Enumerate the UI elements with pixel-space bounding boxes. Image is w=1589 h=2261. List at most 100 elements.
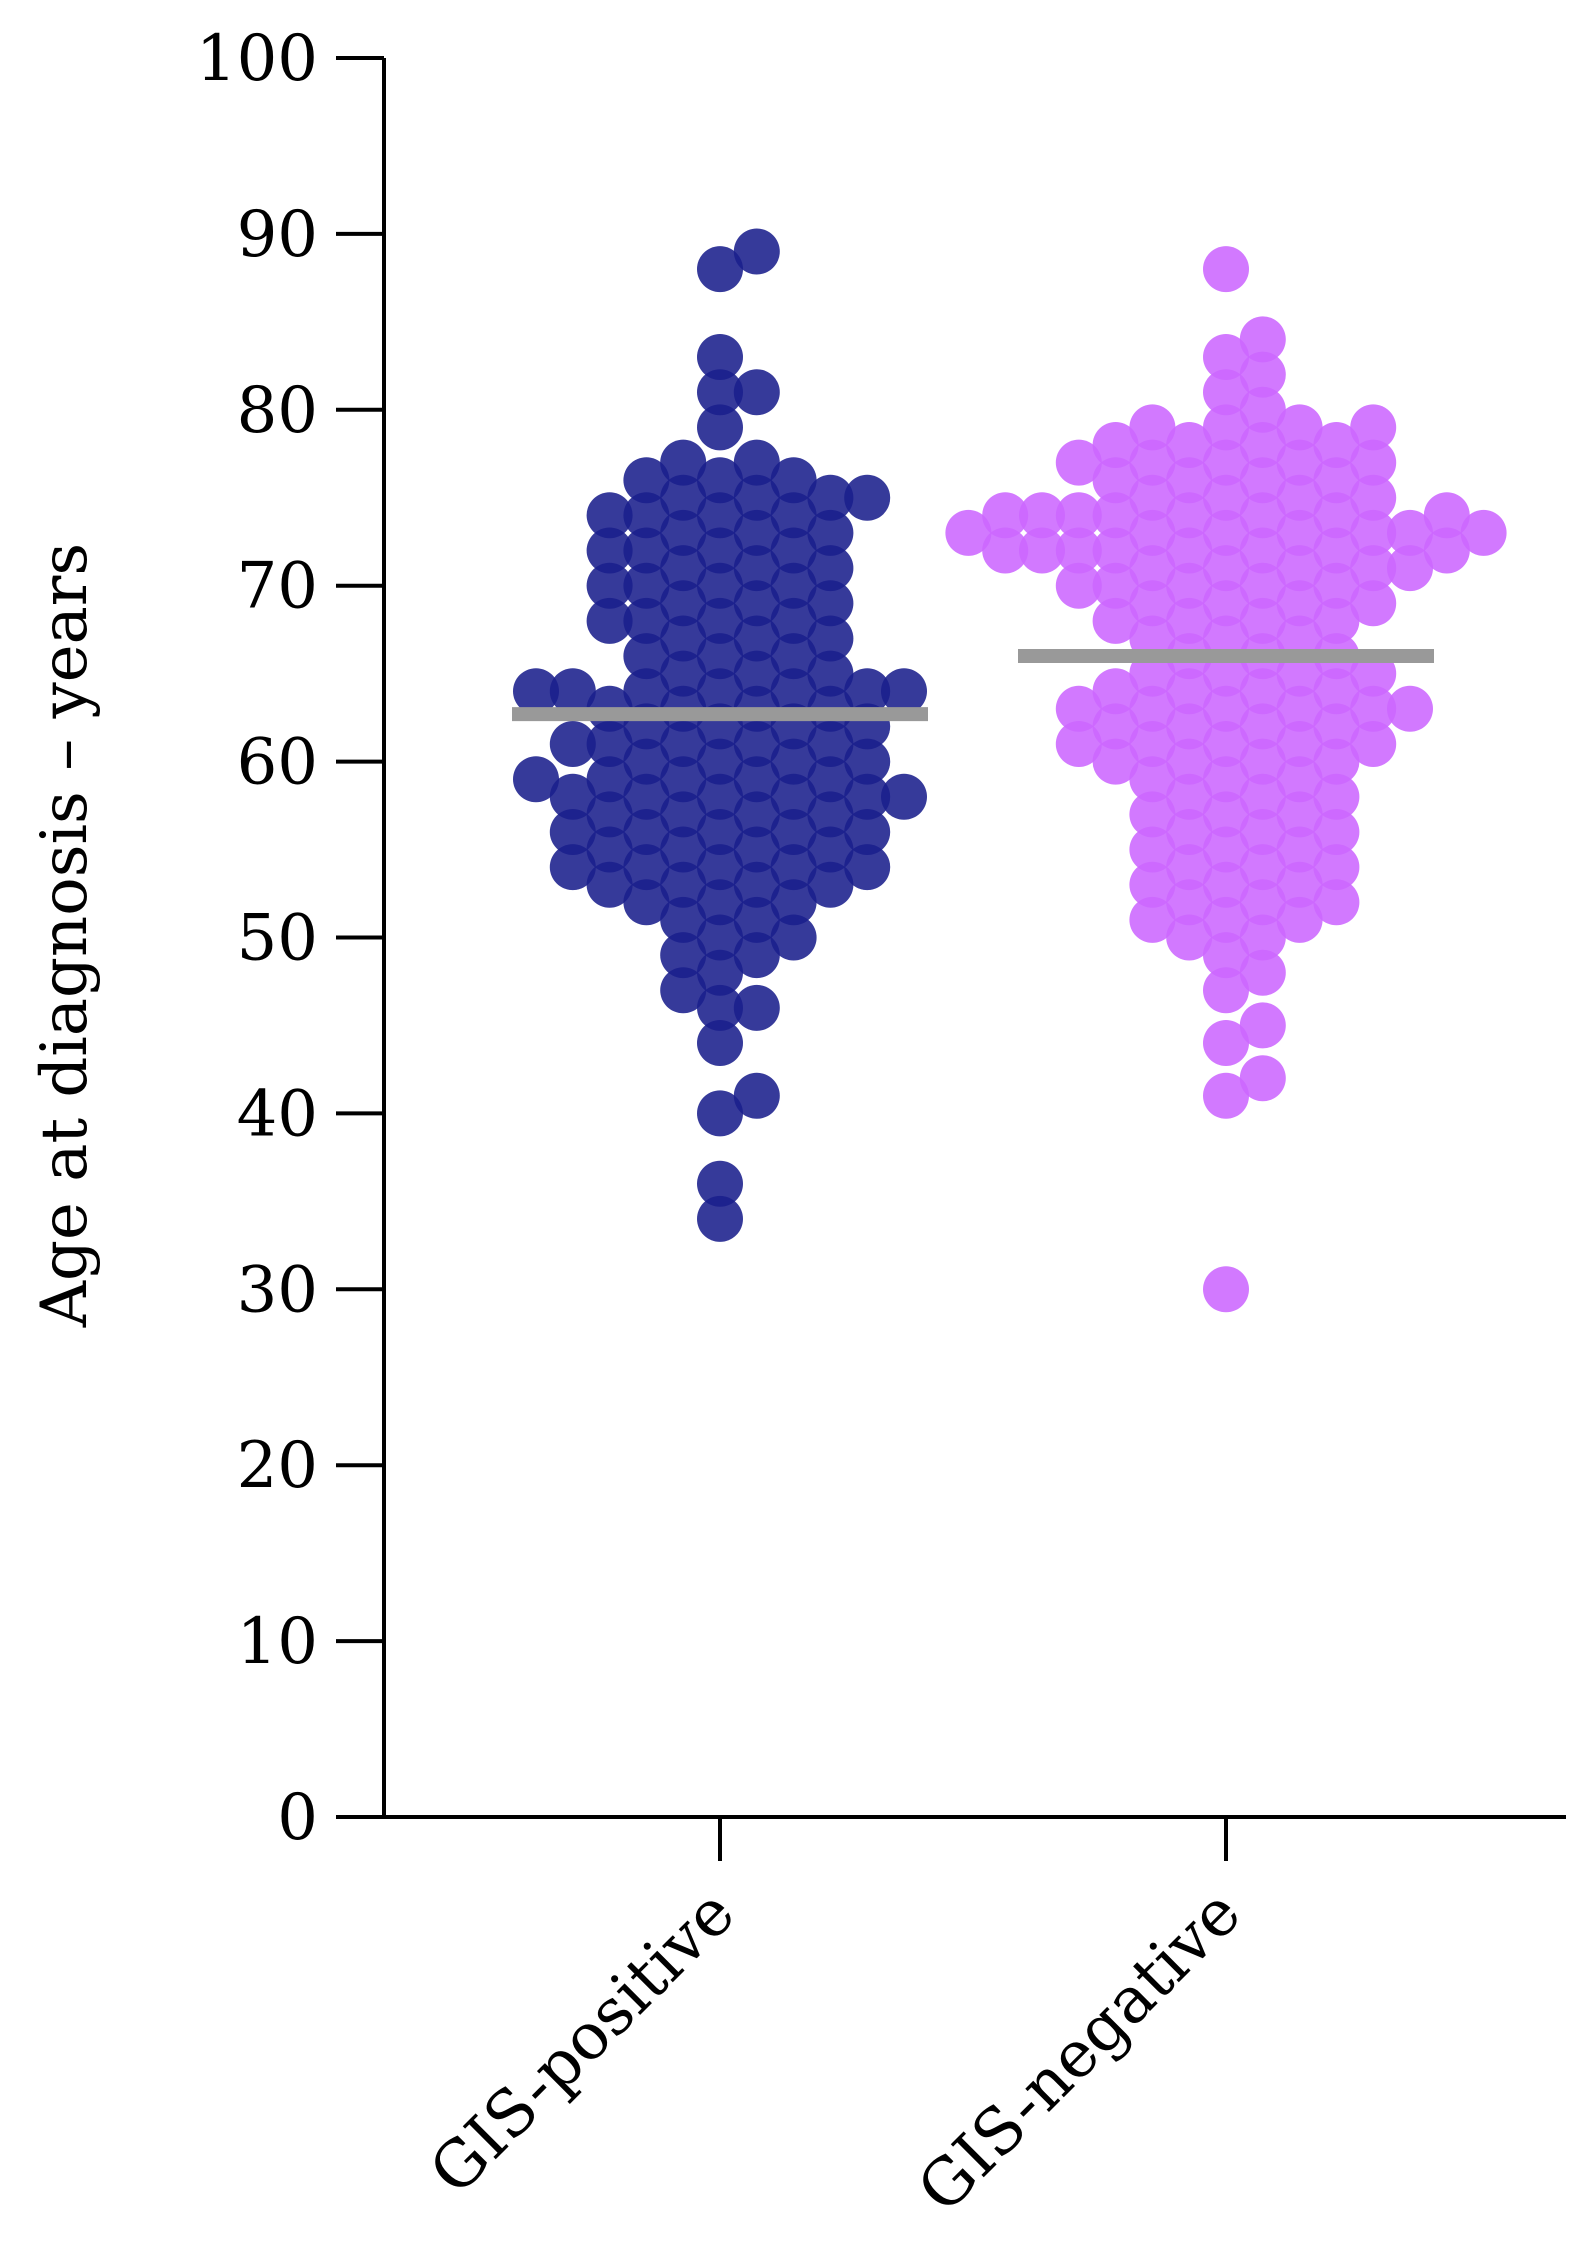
- y-tick-label: 0: [277, 1781, 318, 1855]
- data-point: [1166, 597, 1213, 644]
- data-point: [733, 826, 780, 873]
- data-point: [1092, 422, 1139, 468]
- data-point: [1276, 826, 1323, 873]
- data-point: [1129, 685, 1176, 732]
- data-point: [549, 809, 596, 855]
- data-point: [660, 826, 707, 873]
- data-point: [733, 650, 780, 697]
- data-point: [1313, 562, 1360, 609]
- data-point: [1203, 756, 1249, 803]
- y-tick-label: 70: [237, 550, 318, 624]
- data-point: [1203, 826, 1249, 873]
- data-point: [945, 509, 992, 556]
- data-point: [733, 791, 780, 838]
- data-point: [1203, 791, 1249, 838]
- data-point: [733, 615, 780, 662]
- data-point: [1055, 721, 1102, 767]
- data-point: [697, 949, 743, 996]
- data-point: [1313, 457, 1360, 504]
- data-point: [586, 861, 633, 908]
- data-point: [697, 844, 743, 891]
- data-point: [1239, 738, 1286, 785]
- data-point: [660, 791, 707, 838]
- data-point: [660, 861, 707, 908]
- data-point: [1276, 791, 1323, 838]
- data-point: [1239, 703, 1286, 750]
- x-axis-category-labels: GIS-positive GIS-negative: [416, 1876, 1255, 2227]
- data-point: [733, 509, 780, 556]
- data-point: [1239, 562, 1286, 609]
- data-point: [697, 809, 743, 855]
- data-point: [1203, 1072, 1249, 1119]
- mean-lines: [512, 649, 1434, 722]
- data-point: [623, 633, 670, 680]
- data-point: [807, 721, 854, 767]
- data-point: [1203, 439, 1249, 486]
- data-point: [697, 879, 743, 926]
- data-point: [807, 615, 854, 662]
- data-point: [623, 597, 670, 644]
- data-point: [807, 509, 854, 556]
- data-point: [1129, 404, 1176, 451]
- data-point: [844, 474, 891, 521]
- data-point: [733, 721, 780, 767]
- data-point: [770, 633, 817, 680]
- data-point: [1350, 685, 1397, 732]
- data-point: [697, 633, 743, 680]
- y-tick-label: 50: [237, 902, 318, 976]
- data-point: [1276, 439, 1323, 486]
- data-point: [1203, 967, 1249, 1014]
- data-point: [733, 1072, 780, 1119]
- data-point: [1092, 492, 1139, 539]
- data-point: [807, 580, 854, 627]
- data-point: [1129, 756, 1176, 803]
- data-point: [1387, 545, 1433, 592]
- data-point: [1129, 545, 1176, 592]
- data-point: [733, 369, 780, 416]
- data-point: [1203, 369, 1249, 416]
- data-point: [1092, 597, 1139, 644]
- y-tick-label: 10: [237, 1605, 318, 1679]
- data-point: [623, 457, 670, 504]
- data-point: [1129, 580, 1176, 627]
- data-point: [623, 844, 670, 891]
- data-point: [1055, 527, 1102, 574]
- data-point: [697, 1090, 743, 1137]
- data-point: [807, 826, 854, 873]
- data-point: [660, 721, 707, 767]
- data-point: [1019, 527, 1065, 574]
- data-point: [660, 545, 707, 592]
- data-point: [1387, 685, 1433, 732]
- data-point: [844, 844, 891, 891]
- data-point: [1350, 545, 1397, 592]
- data-point: [733, 474, 780, 521]
- data-point: [586, 756, 633, 803]
- data-point: [623, 527, 670, 574]
- data-point: [697, 1020, 743, 1066]
- data-point: [807, 791, 854, 838]
- y-axis-ticks: [336, 56, 384, 1819]
- data-point: [1129, 791, 1176, 838]
- data-point: [1350, 404, 1397, 451]
- y-tick-label: 100: [196, 22, 318, 96]
- data-point: [982, 492, 1029, 539]
- data-point: [1313, 597, 1360, 644]
- data-point: [1166, 422, 1213, 468]
- data-point: [623, 738, 670, 785]
- data-point: [697, 773, 743, 820]
- data-point: [513, 756, 559, 803]
- y-tick-label: 40: [237, 1077, 318, 1151]
- data-point: [1239, 879, 1286, 926]
- data-point: [1203, 932, 1249, 979]
- data-point: [1092, 668, 1139, 715]
- data-point: [1423, 527, 1470, 574]
- data-point: [697, 1160, 743, 1207]
- data-point: [1092, 703, 1139, 750]
- data-point: [1055, 685, 1102, 732]
- data-point: [660, 615, 707, 662]
- data-point: [1239, 773, 1286, 820]
- data-point: [513, 668, 559, 715]
- data-point: [697, 984, 743, 1031]
- data-point: [1239, 1002, 1286, 1049]
